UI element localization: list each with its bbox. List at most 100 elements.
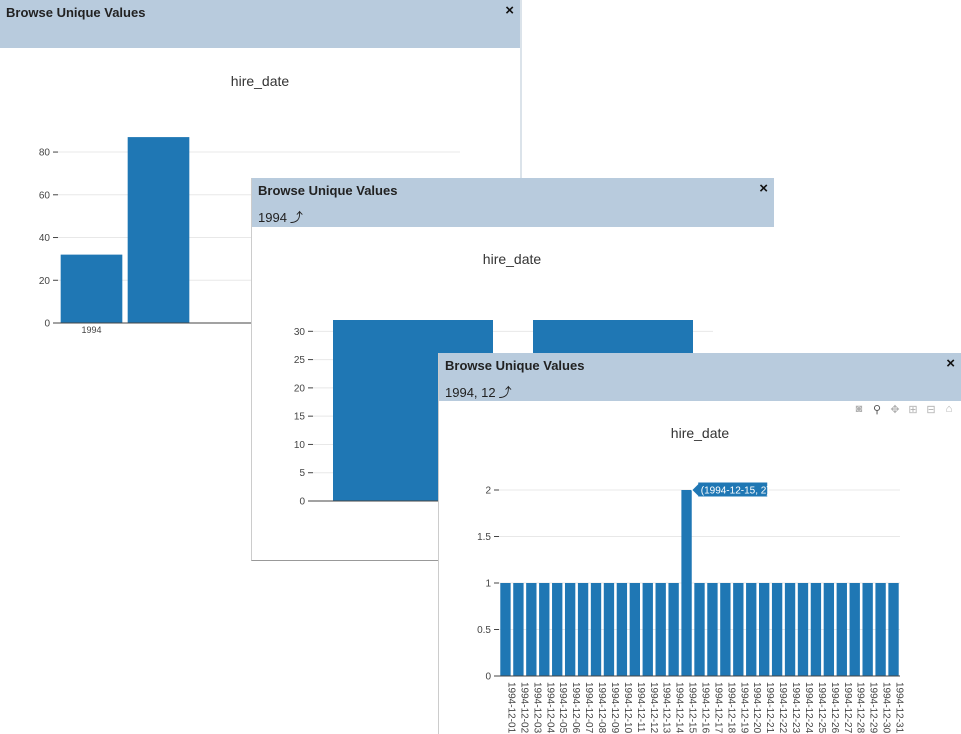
x-tick-label: 1994-12-19 — [738, 682, 749, 734]
chart-modebar: ◙ ⚲ ✥ ⊞ ⊟ ⌂ — [853, 403, 955, 416]
close-button[interactable]: × — [759, 180, 768, 197]
window-title: Browse Unique Values — [445, 358, 585, 373]
navigate-up-icon[interactable]: ⤴ — [289, 210, 303, 225]
x-tick-label: 1994-12-26 — [829, 682, 840, 734]
bar — [590, 583, 602, 676]
x-tick-label: 1994-12-09 — [609, 682, 620, 734]
bar — [797, 583, 809, 676]
close-button[interactable]: × — [946, 355, 955, 372]
bar — [616, 583, 628, 676]
window-title: Browse Unique Values — [258, 183, 398, 198]
y-tick-label: 60 — [39, 190, 51, 201]
bar — [707, 583, 718, 676]
bar — [500, 583, 511, 676]
breadcrumb[interactable]: 1994, 12 ⤴ — [445, 382, 512, 401]
x-tick-label: 1994-12-05 — [557, 682, 568, 734]
camera-icon[interactable]: ◙ — [855, 403, 863, 415]
bar — [60, 254, 123, 323]
breadcrumb-label: 1994, 12 — [445, 385, 496, 400]
x-tick-label: 1994-12-21 — [764, 682, 775, 734]
bar — [681, 490, 692, 676]
x-tick-label: 1994-12-02 — [518, 682, 529, 734]
x-tick-label: 1994-12-20 — [751, 682, 762, 734]
x-tick-label: 1994-12-01 — [505, 682, 516, 734]
bar — [127, 137, 190, 323]
x-tick-label: 1994-12-25 — [816, 682, 827, 734]
bar — [823, 583, 835, 676]
bar-chart[interactable]: hire_date 0 20 40 60 80 1994 — [0, 48, 520, 345]
bar — [526, 583, 537, 676]
y-tick-label: 10 — [294, 440, 306, 451]
bar — [720, 583, 731, 676]
bar — [888, 583, 899, 676]
x-tick-label: 1994-12-03 — [531, 682, 542, 734]
home-icon[interactable]: ⌂ — [945, 403, 953, 415]
bar — [577, 583, 589, 676]
y-tick-label: 0 — [299, 497, 305, 508]
bar — [784, 583, 796, 676]
hover-tooltip: (1994-12-15, 2) — [691, 481, 770, 498]
x-tick-label: 1994-12-18 — [725, 682, 736, 734]
x-tick-label: 1994-12-30 — [881, 682, 892, 734]
bar — [629, 583, 640, 676]
chart-title: hire_date — [483, 251, 542, 267]
x-tick-label: 1994-12-28 — [855, 682, 866, 734]
y-tick-label: 5 — [299, 468, 305, 479]
x-tick-label: 1994-12-10 — [622, 682, 633, 734]
window-header[interactable]: Browse Unique Values × — [0, 0, 520, 48]
navigate-up-icon[interactable]: ⤴ — [498, 385, 512, 400]
y-tick-label: 1 — [485, 579, 491, 590]
x-tick-label: 1994-12-04 — [544, 682, 555, 734]
x-tick-label: 1994-12-23 — [790, 682, 801, 734]
zoom-in-icon[interactable]: ⊞ — [908, 404, 918, 416]
bar — [875, 583, 886, 676]
zoom-icon[interactable]: ⚲ — [872, 404, 882, 416]
close-button[interactable]: × — [505, 2, 514, 19]
chart-title: hire_date — [231, 73, 290, 89]
y-tick-label: 25 — [294, 355, 306, 366]
x-tick-label: 1994-12-15 — [687, 682, 698, 734]
pan-icon[interactable]: ✥ — [890, 404, 900, 416]
tooltip-text: (1994-12-15, 2) — [701, 486, 770, 497]
x-tick-label: 1994-12-11 — [635, 682, 646, 733]
x-tick-label: 1994-12-14 — [674, 682, 685, 734]
y-tick-label: 15 — [294, 412, 306, 423]
tooltip-box — [691, 481, 769, 498]
x-tick-label: 1994-12-17 — [712, 682, 723, 734]
window-header[interactable]: Browse Unique Values × 1994 ⤴ — [252, 178, 774, 227]
x-tick-label: 1994-12-31 — [894, 682, 905, 734]
x-tick-label: 1994-12-16 — [700, 682, 711, 734]
bar — [771, 583, 783, 676]
x-tick-label: 1994-12-07 — [583, 682, 594, 734]
chart-title: hire_date — [671, 425, 730, 441]
bar — [836, 583, 847, 676]
zoom-out-icon[interactable]: ⊟ — [926, 404, 936, 416]
bar — [513, 583, 524, 676]
x-tick-label: 1994-12-24 — [803, 682, 814, 734]
bar — [655, 583, 666, 676]
x-tick-label: 1994-12-13 — [661, 682, 672, 734]
breadcrumb[interactable]: 1994 ⤴ — [258, 207, 303, 226]
y-tick-label: 80 — [39, 148, 51, 159]
y-tick-label: 0 — [44, 319, 50, 330]
bar — [694, 583, 705, 676]
x-tick-label: 1994-12-06 — [570, 682, 581, 734]
y-tick-label: 2 — [485, 486, 491, 497]
y-tick-label: 40 — [39, 233, 51, 244]
x-tick-label: 1994-12-29 — [868, 682, 879, 734]
bar — [810, 583, 822, 676]
browse-window-3: Browse Unique Values × 1994, 12 ⤴ ◙ ⚲ ✥ ⊞… — [438, 353, 961, 734]
bar — [564, 583, 576, 676]
bar — [539, 583, 550, 676]
y-tick-label: 1.5 — [477, 532, 491, 543]
x-tick-label: 1994-12-22 — [777, 682, 788, 734]
breadcrumb-label: 1994 — [258, 210, 287, 225]
bar — [603, 583, 615, 676]
y-tick-label: 30 — [294, 327, 306, 338]
y-tick-label: 0.5 — [477, 625, 491, 636]
y-tick-label: 20 — [39, 276, 51, 287]
window-header[interactable]: Browse Unique Values × 1994, 12 ⤴ — [439, 353, 961, 401]
bar — [862, 583, 873, 676]
bar — [746, 583, 757, 676]
